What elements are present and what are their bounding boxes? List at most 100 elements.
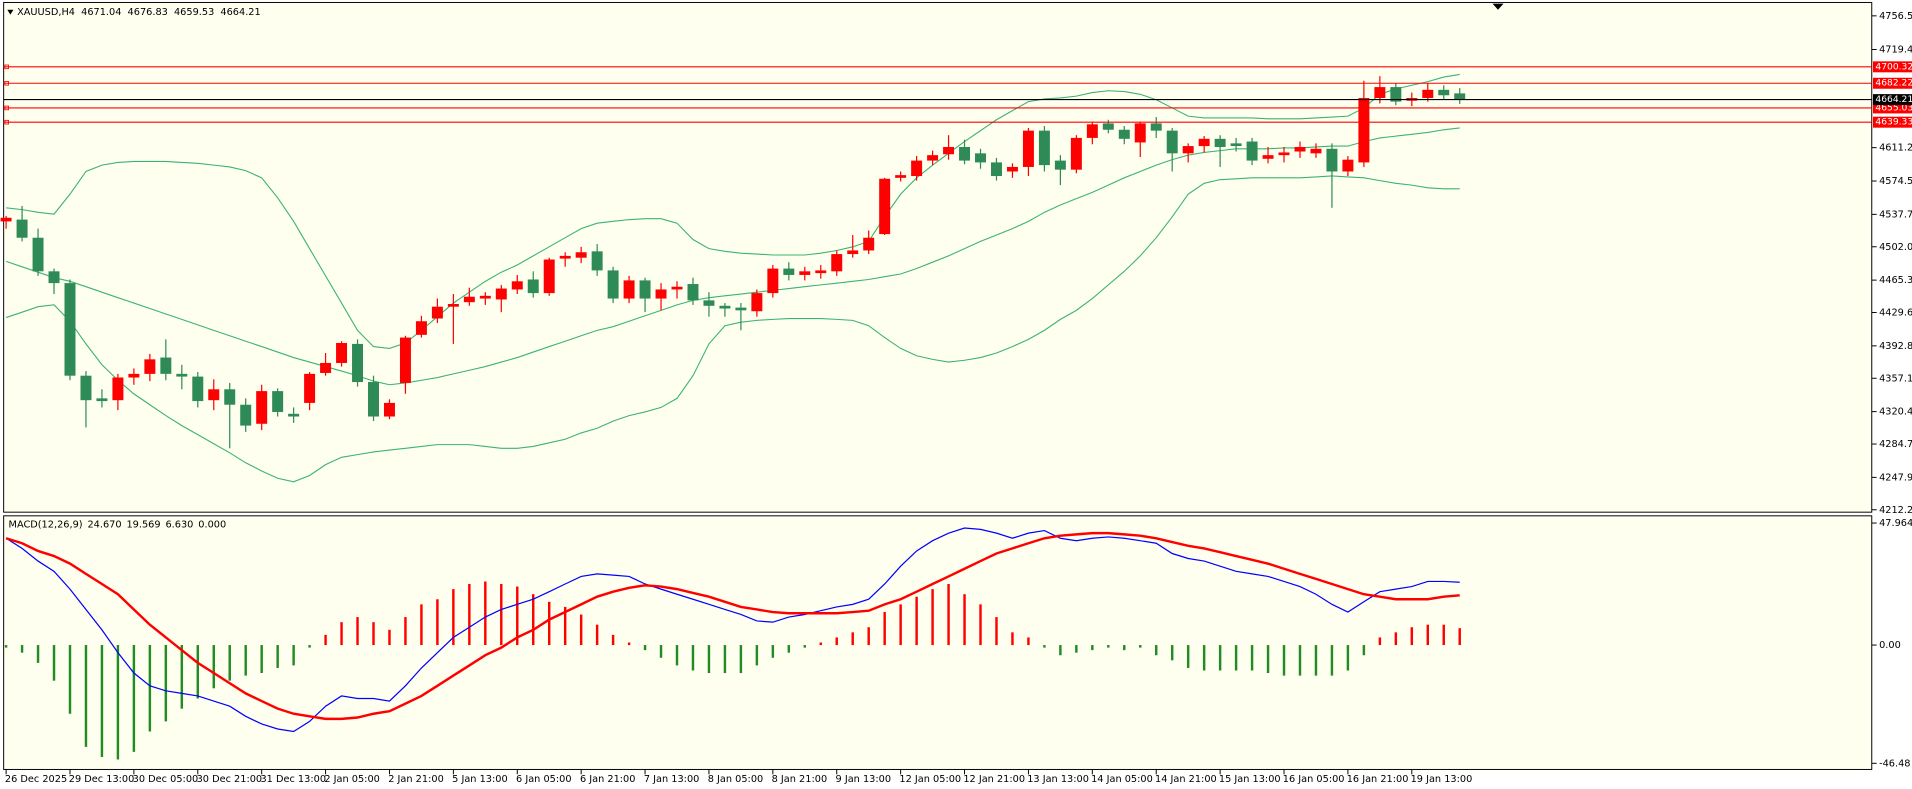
- candle-body: [783, 268, 795, 275]
- x-tick-label: 2 Jan 05:00: [324, 774, 380, 785]
- candle-body: [927, 155, 939, 161]
- bollinger-band: [5, 175, 1460, 483]
- x-tick-label: 14 Jan 05:00: [1091, 774, 1153, 785]
- candle-body: [48, 271, 60, 284]
- y-tick-label: 4320.40: [1879, 407, 1912, 418]
- candle-body: [975, 153, 986, 163]
- candle-body: [815, 270, 827, 274]
- macd-panel: [3, 515, 1873, 770]
- level-label-box: [1872, 102, 1912, 114]
- candle-body: [128, 373, 140, 378]
- candle-body: [399, 337, 411, 383]
- candle-body: [320, 362, 332, 373]
- candle-body: [383, 402, 395, 417]
- candle-body: [447, 303, 459, 307]
- bid-label-box: [1872, 94, 1912, 106]
- candle-body: [1102, 123, 1114, 130]
- candle-body: [336, 343, 348, 363]
- candle-body: [1134, 123, 1146, 143]
- y-tick-label: 4719.40: [1879, 45, 1912, 56]
- x-tick-label: 12 Jan 05:00: [899, 774, 961, 785]
- level-label: 4700.32: [1875, 62, 1912, 72]
- ohlc-readout: 4671.04: [81, 7, 121, 18]
- macd-header: MACD(12,26,9) 24.670 19.569 6.630 0.000: [9, 519, 227, 530]
- candle-body: [591, 251, 603, 271]
- macd-readout: 0.000: [198, 519, 226, 530]
- x-tick-label: 8 Jan 21:00: [772, 774, 828, 785]
- candle-body: [1230, 143, 1242, 147]
- level-handle: [4, 81, 9, 86]
- x-tick-label: 7 Jan 13:00: [644, 774, 700, 785]
- level-label: 4682.22: [1875, 79, 1912, 89]
- candle-body: [288, 413, 300, 417]
- level-handle: [4, 119, 9, 125]
- symbol: XAUUSD,H4: [17, 7, 75, 18]
- candle-body: [655, 289, 667, 299]
- candle-body: [112, 377, 124, 401]
- candle-body: [639, 280, 651, 299]
- level-handle: [4, 64, 9, 70]
- candle-body: [192, 376, 204, 402]
- candle-body: [623, 280, 635, 299]
- candle-body: [1326, 148, 1338, 172]
- x-tick-label: 19 Jan 13:00: [1411, 774, 1473, 785]
- candle-body: [1262, 155, 1274, 159]
- candle-body: [1422, 89, 1434, 98]
- x-tick-label: 15 Jan 13:00: [1219, 774, 1281, 785]
- x-tick-label: 14 Jan 21:00: [1155, 774, 1217, 785]
- candle-body: [799, 271, 811, 275]
- candle-body: [431, 306, 443, 319]
- candle-body: [272, 391, 284, 412]
- candle-body: [80, 375, 92, 401]
- candle-body: [863, 237, 875, 251]
- candle-body: [160, 357, 172, 374]
- candle-body: [511, 281, 523, 290]
- candle-body: [1038, 130, 1050, 166]
- candle-body: [240, 404, 252, 426]
- candle-body: [1358, 97, 1370, 163]
- candle-body: [879, 178, 891, 235]
- candle-body: [256, 391, 268, 424]
- menu-arrow[interactable]: [7, 9, 14, 15]
- macd-title: MACD(12,26,9): [9, 519, 83, 530]
- y-tick-label: 4357.15: [1879, 373, 1912, 384]
- macd-readout: 24.670: [87, 519, 121, 530]
- candle-body: [368, 382, 379, 417]
- candle-body: [1246, 141, 1258, 161]
- x-tick-label: 6 Jan 21:00: [580, 774, 636, 785]
- candle-body: [687, 284, 699, 301]
- y-tick-label: -46.48: [1879, 758, 1910, 769]
- bollinger-band: [6, 73, 1460, 349]
- macd-line: [5, 527, 1460, 733]
- candle-body: [495, 288, 507, 300]
- candle-body: [1198, 138, 1210, 147]
- candle-body: [847, 250, 859, 255]
- candle-body: [1374, 87, 1386, 98]
- ohlc-readout: 4659.53: [174, 7, 214, 18]
- x-tick-label: 2 Jan 21:00: [388, 774, 444, 785]
- candle-body: [64, 283, 76, 376]
- y-tick-label: 4574.50: [1879, 176, 1912, 187]
- candle-body: [1278, 152, 1290, 156]
- y-tick-label: 4756.50: [1879, 11, 1912, 22]
- candle-body: [735, 307, 747, 311]
- bid-label: 4664.21: [1875, 95, 1912, 105]
- y-tick-label: 4392.85: [1879, 341, 1912, 352]
- candle-body: [607, 270, 619, 299]
- candle-body: [1182, 146, 1194, 154]
- candle-body: [527, 279, 539, 294]
- x-tick-label: 31 Dec 13:00: [260, 774, 326, 785]
- y-tick-label: 4212.25: [1879, 505, 1912, 516]
- candle-body: [1022, 130, 1034, 167]
- price-panel: [3, 1, 1873, 513]
- candle-body: [479, 295, 491, 299]
- candle-body: [208, 389, 220, 401]
- candle-body: [1006, 166, 1018, 172]
- candle-body: [911, 160, 923, 177]
- shift-marker: [1492, 3, 1504, 10]
- level-label-box: [1872, 61, 1912, 73]
- candle-body: [1294, 146, 1306, 152]
- y-tick-label: 4611.25: [1879, 143, 1912, 154]
- candle-body: [1310, 148, 1322, 154]
